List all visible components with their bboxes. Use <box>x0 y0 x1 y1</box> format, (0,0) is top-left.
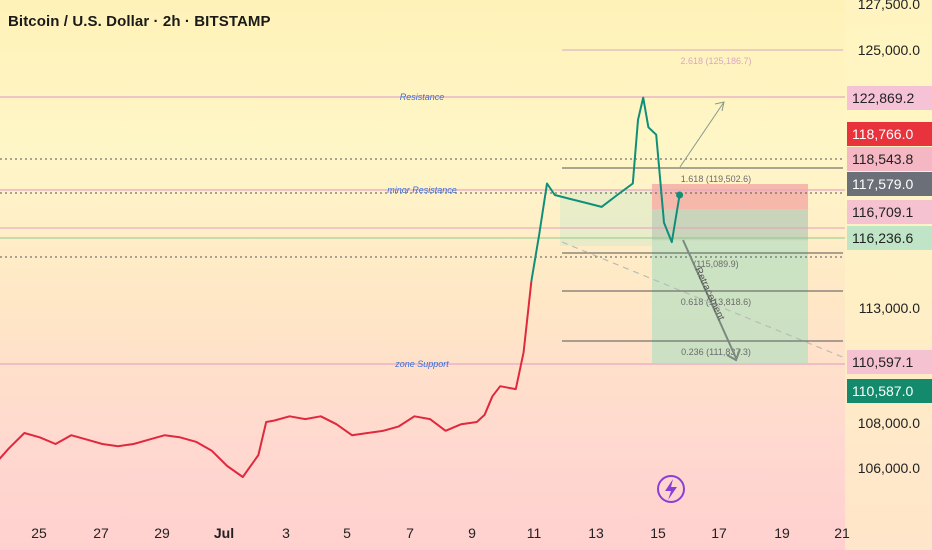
bolt-logo-mark <box>665 479 677 500</box>
y-axis-tick-label: 108,000.0 <box>858 415 920 431</box>
price-tag-label: 110,587.0 <box>852 383 913 399</box>
chart-title: Bitcoin / U.S. Dollar · 2h · BITSTAMP <box>8 13 271 30</box>
price-tag <box>847 172 932 196</box>
fib-level-label: 2.618 (125,186.7) <box>680 56 751 66</box>
price-series-line <box>530 96 681 282</box>
bullish-arrowhead <box>714 101 725 112</box>
price-tag <box>847 226 932 250</box>
price-tag <box>847 200 932 224</box>
y-axis-tick-label: 113,000.0 <box>859 300 920 316</box>
fib-level-label: (115,089.9) <box>693 259 738 269</box>
bullish-arrow <box>679 101 725 168</box>
price-tag-label: 122,869.2 <box>852 90 914 106</box>
sr-line-label: zone Support <box>394 359 449 369</box>
x-axis-tick-label: 25 <box>31 525 47 541</box>
x-axis-tick-label: 15 <box>650 525 666 541</box>
x-axis-tick-label: 11 <box>527 525 542 541</box>
price-tag <box>847 147 932 171</box>
sr-line-label: minor Resistance <box>387 185 457 195</box>
bolt-logo-icon <box>657 475 685 503</box>
x-axis-tick-label: 7 <box>406 525 414 541</box>
last-price-dot <box>676 191 684 199</box>
x-axis-tick-label: 17 <box>711 525 727 541</box>
y-axis-tick-label: 127,500.0 <box>858 0 920 12</box>
fib-level-label: 0.618 (113,818.6) <box>681 297 751 307</box>
price-tag-label: 110,597.1 <box>852 354 913 370</box>
fib-level-label: 1.618 (119,502.6) <box>681 174 751 184</box>
x-axis-tick-label: 3 <box>282 525 290 541</box>
x-axis-tick-label: 21 <box>834 525 850 541</box>
price-tag <box>847 122 932 146</box>
x-axis-tick-label: 27 <box>93 525 109 541</box>
sr-line-label: Resistance <box>400 92 445 102</box>
price-tag-label: 118,543.8 <box>852 151 913 167</box>
price-tag-label: 116,236.6 <box>852 230 913 246</box>
price-tag <box>847 350 932 374</box>
retracement-arrowhead <box>726 348 741 362</box>
x-axis-tick-label: Jul <box>214 525 234 541</box>
x-axis-tick-label: 9 <box>468 525 476 541</box>
price-tag <box>847 379 932 403</box>
x-axis-tick-label: 13 <box>588 525 604 541</box>
target-zone <box>652 209 808 363</box>
y-axis-tick-label: 106,000.0 <box>858 460 920 476</box>
price-tag-label: 116,709.1 <box>852 204 913 220</box>
x-axis-tick-label: 5 <box>343 525 351 541</box>
retracement-arrow <box>682 239 737 359</box>
fib-level-label: 0.236 (111,837.3) <box>681 347 751 357</box>
x-axis-tick-label: 29 <box>154 525 170 541</box>
y-axis-tick-label: 125,000.0 <box>858 42 920 58</box>
x-axis-tick-label: 19 <box>774 525 790 541</box>
price-series-line <box>0 280 533 478</box>
price-tag-label: 117,579.0 <box>852 176 913 192</box>
projection-dashed-line <box>561 241 846 359</box>
price-tag <box>847 86 932 110</box>
price-tag-label: 118,766.0 <box>852 126 913 142</box>
